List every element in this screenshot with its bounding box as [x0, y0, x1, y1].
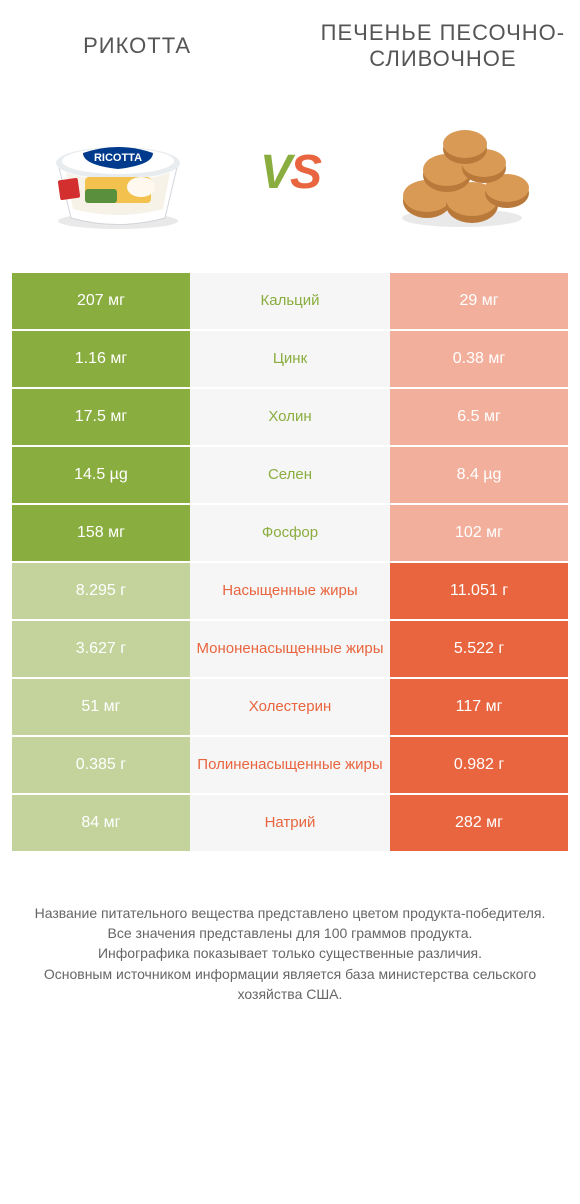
cookies-icon [382, 113, 542, 233]
right-value: 282 мг [390, 795, 568, 851]
nutrient-label: Мононенасыщенные жиры [190, 621, 390, 677]
right-value: 0.982 г [390, 737, 568, 793]
nutrient-label: Фосфор [190, 505, 390, 561]
table-row: 3.627 гМононенасыщенные жиры5.522 г [12, 621, 568, 679]
nutrient-label: Натрий [190, 795, 390, 851]
table-row: 0.385 гПолиненасыщенные жиры0.982 г [12, 737, 568, 795]
footer-line: Инфографика показывает только существенн… [32, 943, 548, 963]
table-row: 17.5 мгХолин6.5 мг [12, 389, 568, 447]
vs-letter-v: V [260, 145, 290, 200]
table-row: 158 мгФосфор102 мг [12, 505, 568, 563]
nutrient-label: Холин [190, 389, 390, 445]
vs-letter-s: S [290, 145, 320, 200]
right-product-image [357, 103, 568, 243]
left-value: 14.5 µg [12, 447, 190, 503]
table-row: 84 мгНатрий282 мг [12, 795, 568, 853]
table-row: 1.16 мгЦинк0.38 мг [12, 331, 568, 389]
images-row: RICOTTA VS [12, 103, 568, 243]
left-value: 84 мг [12, 795, 190, 851]
nutrient-label: Холестерин [190, 679, 390, 735]
nutrient-label: Селен [190, 447, 390, 503]
nutrient-label: Насыщенные жиры [190, 563, 390, 619]
right-title: ПЕЧЕНЬЕ ПЕСОЧНО-СЛИВОЧНОЕ [318, 20, 568, 73]
left-title: РИКОТТА [12, 33, 262, 59]
footer-line: Все значения представлены для 100 граммо… [32, 923, 548, 943]
nutrient-label: Цинк [190, 331, 390, 387]
left-value: 17.5 мг [12, 389, 190, 445]
left-value: 158 мг [12, 505, 190, 561]
titles-row: РИКОТТА ПЕЧЕНЬЕ ПЕСОЧНО-СЛИВОЧНОЕ [12, 20, 568, 73]
right-value: 102 мг [390, 505, 568, 561]
left-product-image: RICOTTA [12, 103, 223, 243]
right-value: 6.5 мг [390, 389, 568, 445]
right-value: 0.38 мг [390, 331, 568, 387]
right-value: 29 мг [390, 273, 568, 329]
right-value: 8.4 µg [390, 447, 568, 503]
table-row: 14.5 µgСелен8.4 µg [12, 447, 568, 505]
vs-label: VS [223, 145, 356, 200]
ricotta-icon: RICOTTA [33, 113, 203, 233]
right-value: 117 мг [390, 679, 568, 735]
left-value: 207 мг [12, 273, 190, 329]
right-value: 11.051 г [390, 563, 568, 619]
nutrient-label: Полиненасыщенные жиры [190, 737, 390, 793]
footer-line: Название питательного вещества представл… [32, 903, 548, 923]
left-value: 3.627 г [12, 621, 190, 677]
table-row: 207 мгКальций29 мг [12, 273, 568, 331]
left-value: 0.385 г [12, 737, 190, 793]
footer-line: Основным источником информации является … [32, 964, 548, 1005]
footer-text: Название питательного вещества представл… [12, 903, 568, 1004]
right-value: 5.522 г [390, 621, 568, 677]
left-value: 51 мг [12, 679, 190, 735]
nutrient-label: Кальций [190, 273, 390, 329]
comparison-table: 207 мгКальций29 мг1.16 мгЦинк0.38 мг17.5… [12, 273, 568, 853]
svg-text:RICOTTA: RICOTTA [94, 152, 142, 164]
left-value: 8.295 г [12, 563, 190, 619]
left-value: 1.16 мг [12, 331, 190, 387]
table-row: 8.295 гНасыщенные жиры11.051 г [12, 563, 568, 621]
table-row: 51 мгХолестерин117 мг [12, 679, 568, 737]
